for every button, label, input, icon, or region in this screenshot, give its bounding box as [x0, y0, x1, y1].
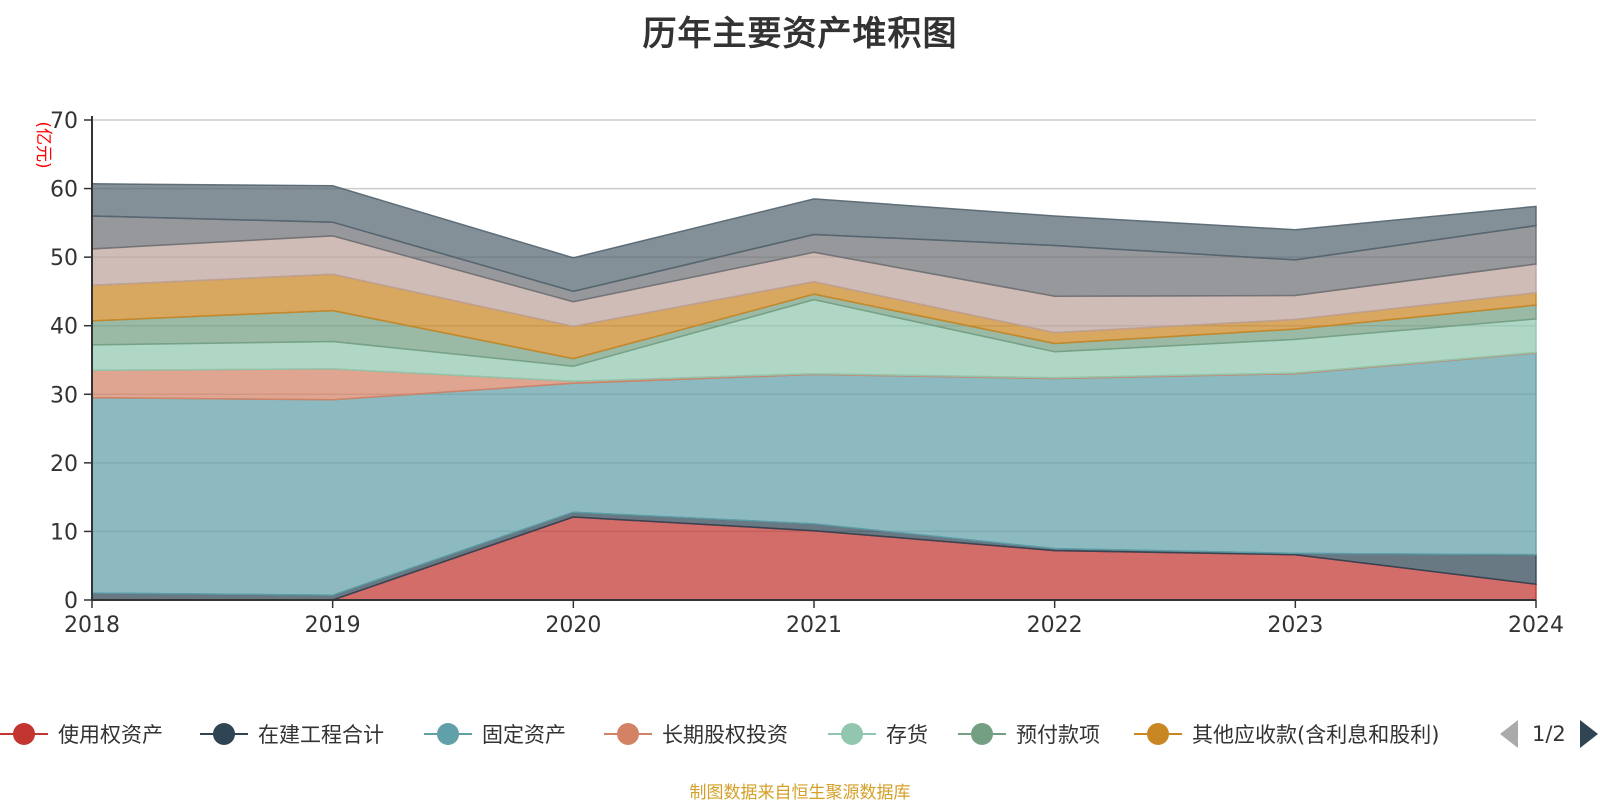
y-tick-label: 40 [50, 315, 78, 340]
y-tick-label: 60 [50, 178, 78, 203]
legend-item[interactable]: 预付款项 [958, 714, 1100, 754]
legend-marker-dot [841, 723, 863, 745]
legend-page-indicator: 1/2 [1532, 722, 1566, 746]
legend-item[interactable]: 长期股权投资 [604, 714, 788, 754]
y-tick-label: 20 [50, 452, 78, 477]
chart-title: 历年主要资产堆积图 [642, 14, 958, 54]
legend: 使用权资产 在建工程合计 固定资产 长期股权投资 存货 预付款项 其他应收款(含利息和股利) [0, 714, 1600, 754]
legend-item[interactable]: 固定资产 [424, 714, 566, 754]
legend-marker-icon [828, 720, 876, 748]
y-tick-label: 50 [50, 246, 78, 271]
legend-marker-dot [1147, 723, 1169, 745]
stacked-area-chart: 0 10 20 30 40 50 60 70 2018 2019 2020 2021 2022 2023 2… [33, 109, 1564, 638]
legend-marker-dot [13, 723, 35, 745]
legend-marker-icon [0, 720, 48, 748]
legend-label: 预付款项 [1016, 723, 1100, 747]
legend-marker-icon [604, 720, 652, 748]
x-tick-label: 2020 [545, 613, 601, 638]
y-tick-label: 30 [50, 383, 78, 408]
legend-item[interactable]: 存货 [828, 714, 928, 754]
legend-item[interactable]: 其他应收款(含利息和股利) [1134, 714, 1439, 754]
x-tick-label: 2022 [1027, 613, 1083, 638]
legend-marker-dot [971, 723, 993, 745]
legend-marker-dot [617, 723, 639, 745]
legend-item[interactable]: 在建工程合计 [200, 714, 384, 754]
y-axis-unit-label: (亿元) [33, 121, 53, 168]
legend-pager: 1/2 [1500, 720, 1598, 748]
legend-label: 固定资产 [482, 723, 566, 747]
y-tick-label: 70 [50, 109, 78, 134]
legend-label: 在建工程合计 [258, 723, 384, 747]
x-tick-label: 2018 [64, 613, 120, 638]
legend-label: 使用权资产 [58, 723, 163, 747]
y-tick-label: 0 [64, 589, 78, 614]
legend-label: 长期股权投资 [662, 723, 788, 747]
area-series [91, 183, 1537, 601]
legend-label: 存货 [886, 723, 928, 747]
x-tick-label: 2019 [305, 613, 361, 638]
legend-item[interactable]: 使用权资产 [0, 714, 163, 754]
axes: 0 10 20 30 40 50 60 70 2018 2019 2020 2021 2022 2023 2… [50, 109, 1564, 638]
x-tick-label: 2024 [1508, 613, 1564, 638]
legend-marker-icon [958, 720, 1006, 748]
legend-marker-dot [437, 723, 459, 745]
x-tick-label: 2023 [1267, 613, 1323, 638]
x-tick-label: 2021 [786, 613, 842, 638]
prev-page-icon[interactable] [1500, 720, 1518, 748]
next-page-icon[interactable] [1579, 720, 1598, 748]
legend-marker-icon [1134, 720, 1182, 748]
legend-marker-icon [424, 720, 472, 748]
legend-marker-dot [213, 723, 235, 745]
area-series-extra-9[interactable] [91, 183, 1537, 293]
legend-label: 其他应收款(含利息和股利) [1192, 723, 1440, 747]
y-tick-label: 10 [50, 520, 78, 545]
data-source-note: 制图数据来自恒生聚源数据库 [689, 783, 911, 803]
legend-marker-icon [200, 720, 248, 748]
